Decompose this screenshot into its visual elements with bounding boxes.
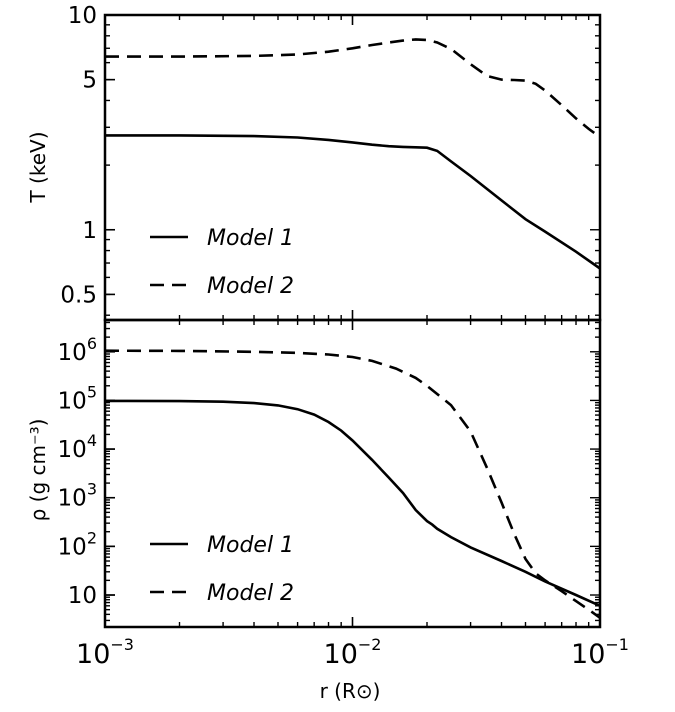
x-axis-label: r (R⊙) <box>320 679 381 703</box>
y-tick-label: 104 <box>58 431 97 463</box>
bottom-panel: 10 102 103 104 105 106 10−3 10−2 10−1 Model 1 Mode… <box>58 318 629 670</box>
x-tick-label: 10−3 <box>76 635 134 670</box>
series-line-model-2 <box>105 38 601 139</box>
y-tick-label: 105 <box>58 382 97 414</box>
y-tick-label: 106 <box>58 334 97 366</box>
series-line-model-1 <box>104 399 601 607</box>
bottom-y-axis-label: ρ (g cm⁻³) <box>26 419 50 522</box>
y-tick-label: 103 <box>58 480 97 512</box>
legend-entry: Model 1 <box>207 533 294 558</box>
legend-entry: Model 1 <box>207 226 294 251</box>
y-tick-label: 0.5 <box>60 282 97 308</box>
top-y-axis-label: T (keV) <box>26 131 50 203</box>
y-tick-label: 1 <box>82 218 97 244</box>
top-panel: 0.5 1 5 10 Model 1 Model 2 <box>60 3 602 322</box>
legend-entry: Model 2 <box>207 581 294 606</box>
y-tick-label: 5 <box>82 68 97 94</box>
series-line-model-1 <box>105 134 601 270</box>
x-tick-label: 10−1 <box>571 635 629 670</box>
plot-frame <box>103 13 602 322</box>
plot-frame <box>103 318 602 629</box>
y-tick-label: 10 <box>68 583 97 609</box>
x-tick-label: 10−2 <box>324 635 382 670</box>
series-line-model-2 <box>104 349 601 619</box>
y-tick-label: 102 <box>58 528 97 560</box>
y-tick-label: 10 <box>68 3 97 29</box>
legend-entry: Model 2 <box>207 274 294 299</box>
